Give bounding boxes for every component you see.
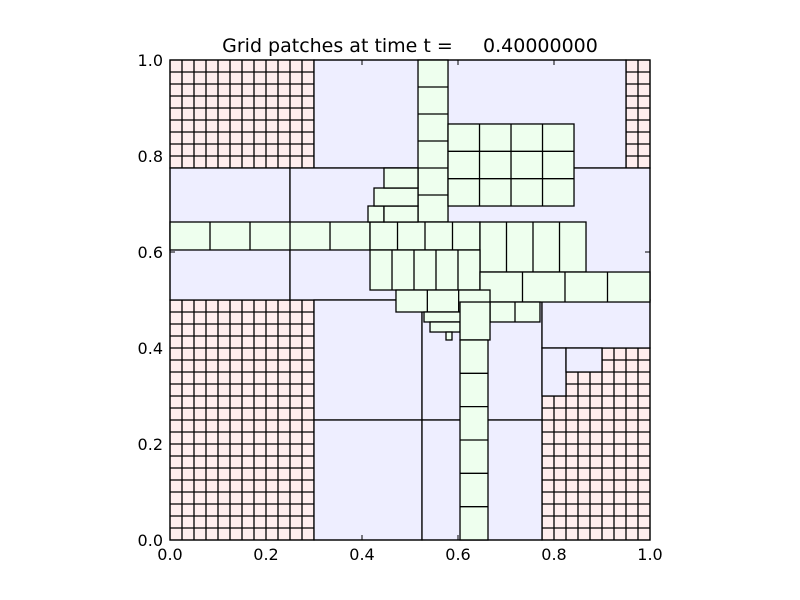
level1-patch [169,59,315,169]
level3-patch-rect [429,321,461,333]
y-tick-label: 0.4 [138,339,163,358]
level2-patch [313,299,423,421]
level3-patch-rect [373,187,419,207]
level1-patch [625,59,651,169]
level3-patch-rect [445,331,453,341]
level3-patch [489,301,541,323]
y-tick-label: 0.6 [138,243,163,262]
level1-patch [541,347,651,541]
x-tick-label: 0.8 [541,545,566,564]
level2-patch [541,347,567,397]
level3-patch-rect [169,221,371,251]
tick-layer: 0.0 0.2 0.4 0.6 0.8 1.0 0.0 0.2 0.4 0.6 0.8 1.0 [138,51,663,564]
plot-frame [169,59,651,541]
patch-layer [169,59,651,541]
x-tick-label: 1.0 [637,545,662,564]
x-tick-label: 0.4 [349,545,374,564]
level3-patch [383,167,419,189]
level2-patch-rect [541,347,567,397]
y-tick-label: 0.2 [138,435,163,454]
level3-patch [383,205,419,223]
level2-patch-rect [565,347,603,373]
x-tick-label: 0.0 [157,545,182,564]
level3-patch-rect [383,205,419,223]
level3-patch [459,339,489,541]
x-tick-label: 0.2 [253,545,278,564]
level3-patch-rect [383,167,419,189]
level3-patch [373,187,419,207]
y-tick-label: 0.0 [138,531,163,550]
level3-patch [367,205,385,223]
level2-patch-rect [541,299,651,349]
level3-patch [369,249,481,291]
level2-patch-rect [313,419,423,541]
level2-patch-rect [313,299,423,421]
x-tick-label: 0.6 [445,545,470,564]
level2-patch [313,419,423,541]
level2-patch [541,299,651,349]
level3-patch-rect [369,249,481,291]
level3-patch [369,221,481,251]
level3-patch [417,59,449,223]
level3-patch-rect [367,205,385,223]
level3-patch [479,271,651,303]
level3-patch [479,221,587,273]
level3-patch [459,301,491,341]
level3-patch [447,123,575,207]
chart-title: Grid patches at time t = 0.40000000 [222,35,598,57]
level3-patch-rect [459,301,491,341]
level3-patch [169,221,371,251]
level2-patch [565,347,603,373]
level3-patch [429,321,461,333]
level1-patch [169,299,315,541]
y-tick-label: 1.0 [138,51,163,70]
level3-patch [445,331,453,341]
y-tick-label: 0.8 [138,147,163,166]
